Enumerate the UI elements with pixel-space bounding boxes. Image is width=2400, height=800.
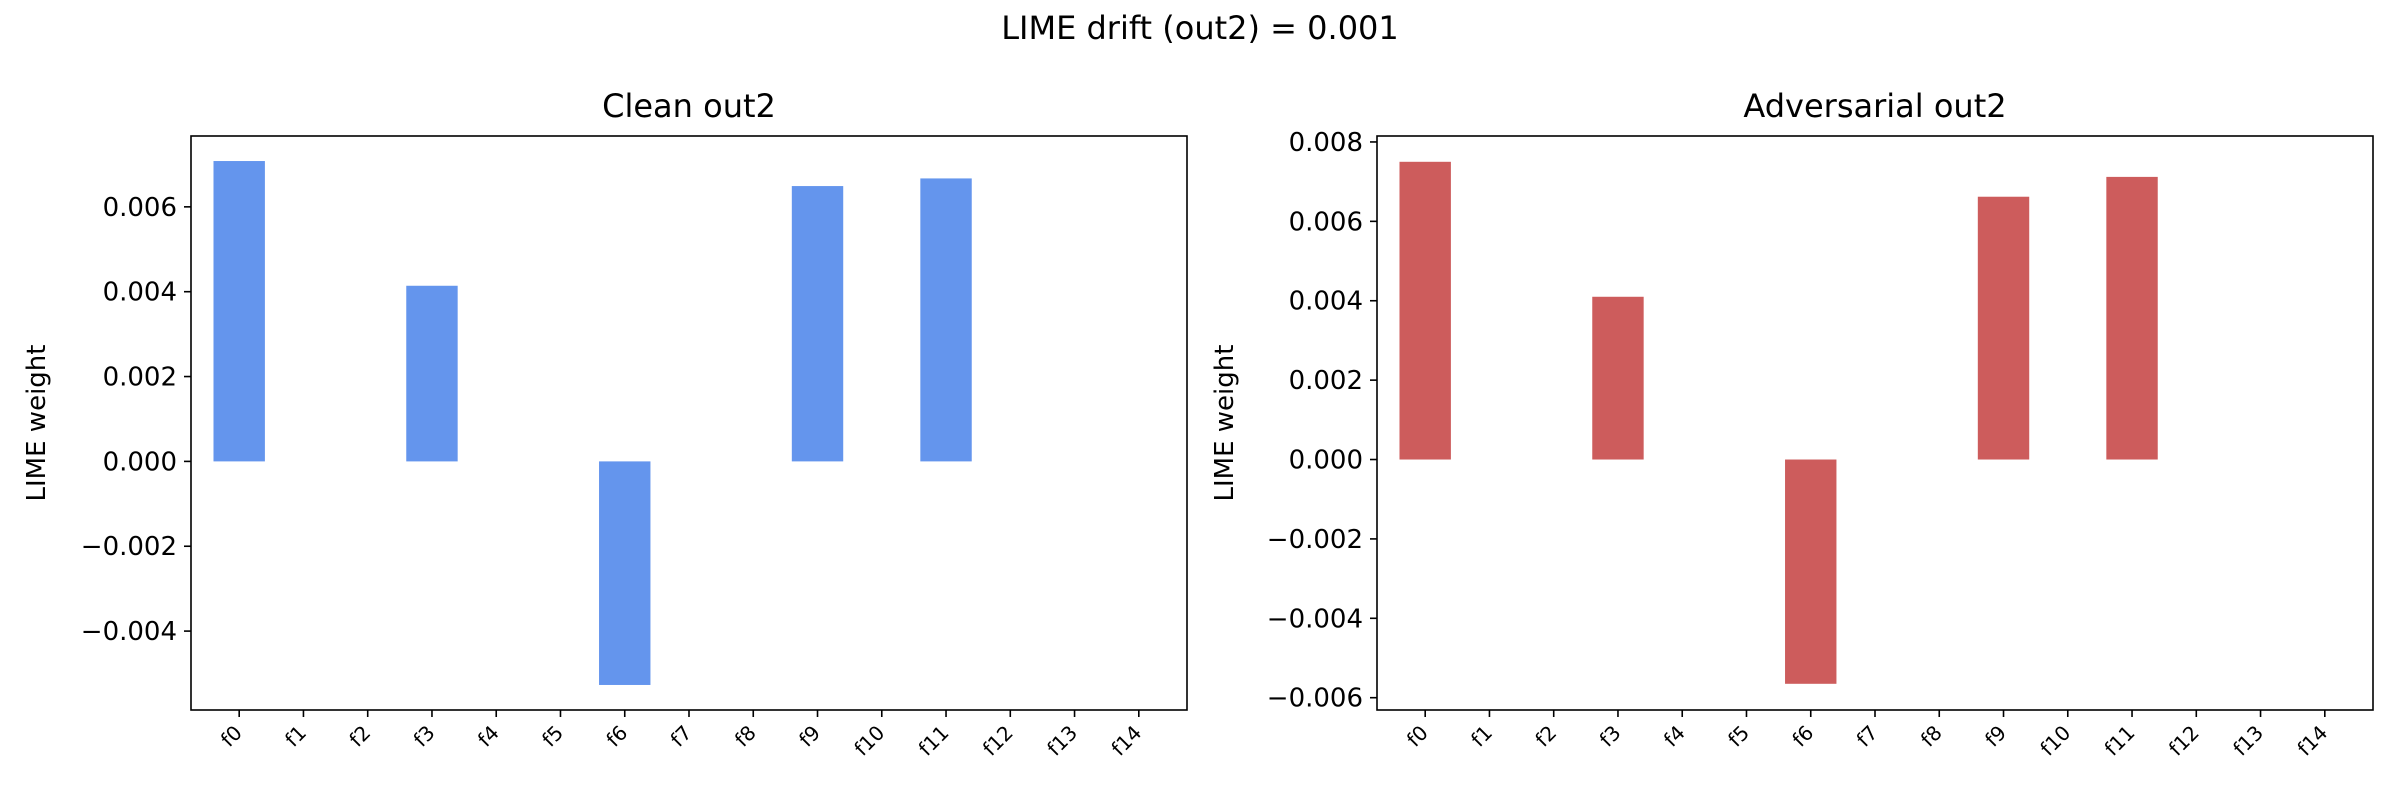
x-tick-label-f2: f2 <box>344 721 375 752</box>
x-tick-label-f0: f0 <box>216 721 247 752</box>
y-tick-label: 0.002 <box>103 363 177 393</box>
axes-frame <box>1376 135 2374 711</box>
y-tick-label: 0.000 <box>1289 446 1363 476</box>
bar-f6 <box>1785 459 1837 684</box>
x-tick-label-f7: f7 <box>1852 721 1883 752</box>
y-tick-label: 0.004 <box>103 278 177 308</box>
chart-panel-clean: f0 f1 f2 f3 f4 f5 f6 f7 f8 f9 f10 f11 f12 f13 f14 −0.00… <box>22 87 1188 761</box>
chart-panel-adversarial: f0 f1 f2 f3 f4 f5 f6 f7 f8 f9 f10 f11 f12 f13 f14 −0.00… <box>1210 87 2374 761</box>
x-tick-label-f10: f10 <box>849 721 889 761</box>
axes-frame <box>190 135 1188 711</box>
x-tick-label-f11: f11 <box>914 721 954 761</box>
x-tick-label-f4: f4 <box>473 721 504 752</box>
bar-f0 <box>1399 161 1451 460</box>
y-tick-label: −0.002 <box>1267 525 1363 555</box>
chart-title: Clean out2 <box>602 87 776 125</box>
bar-f3 <box>406 285 458 462</box>
y-tick-label: 0.000 <box>103 447 177 477</box>
y-axis-label: LIME weight <box>1210 345 1240 502</box>
y-tick-label: 0.006 <box>103 193 177 223</box>
bar-f9 <box>1977 196 2030 460</box>
y-tick-label: −0.006 <box>1267 684 1363 714</box>
x-tick-label-f13: f13 <box>2228 721 2268 761</box>
y-tick-label: 0.004 <box>1289 287 1363 317</box>
x-tick-label-f14: f14 <box>1106 721 1146 761</box>
x-tick-label-f3: f3 <box>409 721 440 752</box>
bar-f6 <box>599 461 651 685</box>
x-tick-label-f1: f1 <box>280 721 311 752</box>
x-tick-label-f9: f9 <box>794 721 825 752</box>
y-tick-label: −0.002 <box>81 532 177 562</box>
x-tick-label-f6: f6 <box>1787 721 1818 752</box>
x-tick-label-f14: f14 <box>2292 721 2332 761</box>
bar-f11 <box>920 178 972 462</box>
x-tick-label-f8: f8 <box>1916 721 1947 752</box>
x-tick-label-f7: f7 <box>666 721 697 752</box>
y-axis-label: LIME weight <box>22 345 52 502</box>
x-tick-label-f12: f12 <box>2164 721 2204 761</box>
x-tick-label-f4: f4 <box>1659 721 1690 752</box>
x-tick-label-f1: f1 <box>1466 721 1497 752</box>
x-tick-label-f5: f5 <box>537 721 568 752</box>
x-tick-label-f9: f9 <box>1980 721 2011 752</box>
x-tick-label-f2: f2 <box>1530 721 1561 752</box>
chart-title: Adversarial out2 <box>1743 87 2006 125</box>
bar-f11 <box>2106 176 2158 460</box>
x-tick-label-f11: f11 <box>2100 721 2140 761</box>
x-tick-label-f3: f3 <box>1595 721 1626 752</box>
bar-f9 <box>791 186 844 462</box>
bar-f0 <box>213 161 265 462</box>
x-tick-label-f5: f5 <box>1723 721 1754 752</box>
x-tick-label-f0: f0 <box>1402 721 1433 752</box>
x-tick-label-f8: f8 <box>730 721 761 752</box>
y-tick-label: 0.008 <box>1289 128 1363 158</box>
x-tick-label-f13: f13 <box>1042 721 1082 761</box>
figure-suptitle: LIME drift (out2) = 0.001 <box>1001 9 1399 47</box>
x-tick-label-f10: f10 <box>2035 721 2075 761</box>
y-tick-label: −0.004 <box>81 617 177 647</box>
x-tick-label-f6: f6 <box>601 721 632 752</box>
bar-f3 <box>1592 296 1644 460</box>
y-tick-label: 0.006 <box>1289 207 1363 237</box>
y-tick-label: 0.002 <box>1289 366 1363 396</box>
x-tick-label-f12: f12 <box>978 721 1018 761</box>
y-tick-label: −0.004 <box>1267 604 1363 634</box>
